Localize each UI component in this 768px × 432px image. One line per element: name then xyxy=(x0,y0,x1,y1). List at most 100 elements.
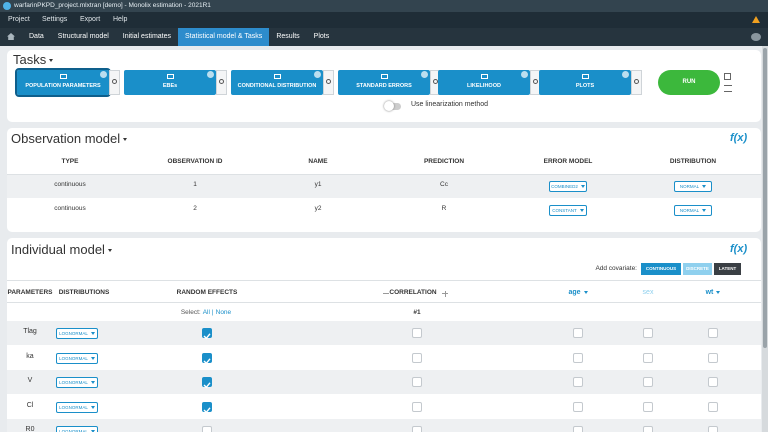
checkbox[interactable] xyxy=(708,328,718,338)
task-icon xyxy=(167,74,174,79)
checkbox[interactable] xyxy=(412,377,422,387)
run-button[interactable]: RUN xyxy=(658,70,720,95)
app-icon xyxy=(3,2,11,10)
checkbox[interactable] xyxy=(573,377,583,387)
minus-button[interactable] xyxy=(383,293,389,294)
add-covariate-label: Add covariate: xyxy=(595,265,637,272)
covariate-button[interactable]: DISCRETE xyxy=(683,263,712,275)
tab[interactable]: Statistical model & Tasks xyxy=(178,28,270,46)
section-title: Individual model xyxy=(11,242,112,257)
column-header: PREDICTION xyxy=(423,158,465,165)
distribution-dropdown[interactable]: LOGNORMAL xyxy=(56,377,98,388)
menu-item[interactable]: Project xyxy=(8,16,30,23)
plus-button-v xyxy=(444,290,446,297)
wrench-icon xyxy=(533,79,538,84)
checkbox[interactable] xyxy=(708,352,718,363)
cell: 2 xyxy=(193,205,197,212)
column-header[interactable]: sex xyxy=(642,289,654,296)
row-stripe xyxy=(7,321,761,345)
checkbox[interactable] xyxy=(412,328,422,338)
random-effect-checkbox[interactable] xyxy=(202,377,212,389)
checkbox[interactable] xyxy=(643,426,653,432)
select-label: Select: xyxy=(180,309,201,316)
distribution-dropdown[interactable]: LOGNORMAL xyxy=(56,401,98,413)
tab[interactable]: Data xyxy=(29,33,44,40)
separator: | xyxy=(211,309,214,316)
row-stripe xyxy=(7,419,761,432)
row-stripe xyxy=(7,370,761,394)
header-line xyxy=(7,302,761,303)
menu-bar xyxy=(0,12,768,28)
function-icon[interactable]: f(x) xyxy=(730,243,748,255)
checkbox[interactable] xyxy=(708,401,718,412)
tab[interactable]: Structural model xyxy=(57,33,109,40)
covariate-button[interactable]: CONTINUOUS xyxy=(641,263,681,275)
save-icon xyxy=(724,73,731,80)
cell: continuous xyxy=(54,205,86,212)
checkbox[interactable] xyxy=(573,352,583,363)
checkbox[interactable] xyxy=(708,426,718,432)
task-icon xyxy=(582,74,589,79)
checkbox[interactable] xyxy=(643,352,653,363)
cell: Cc xyxy=(440,181,448,188)
cell: R xyxy=(441,205,447,212)
column-header: PARAMETERS xyxy=(7,289,53,296)
column-header: TYPE xyxy=(61,158,79,165)
checkbox[interactable] xyxy=(573,426,583,432)
checkbox[interactable] xyxy=(643,328,653,338)
checkbox[interactable] xyxy=(573,401,583,412)
scrollbar-thumb[interactable] xyxy=(763,48,767,348)
parameter-name: ka xyxy=(26,352,34,360)
select-none[interactable]: None xyxy=(215,309,232,316)
checkbox[interactable] xyxy=(573,328,583,338)
list-icon xyxy=(724,85,732,92)
random-effect-checkbox[interactable] xyxy=(202,328,212,340)
check-mark xyxy=(203,357,211,364)
task-icon xyxy=(60,74,67,79)
task-label: POPULATION PARAMETERS xyxy=(25,83,101,89)
parameter-name: Tlag xyxy=(23,328,37,335)
dropdown[interactable]: NORMAL xyxy=(674,205,712,216)
dropdown[interactable]: NORMAL xyxy=(674,181,712,192)
menu-item[interactable]: Help xyxy=(113,16,128,23)
checkbox[interactable] xyxy=(643,377,653,387)
tabs: Data Structural model Initial estimates Sta… xyxy=(22,28,336,46)
parameter-name: Cl xyxy=(26,401,34,409)
checkbox[interactable] xyxy=(643,401,653,412)
menu-item[interactable]: Export xyxy=(80,16,101,23)
column-header: OBSERVATION ID xyxy=(167,158,223,165)
tab[interactable]: Results xyxy=(276,33,300,40)
distribution-dropdown[interactable]: LOGNORMAL xyxy=(56,426,98,432)
header-line xyxy=(7,280,761,281)
function-icon[interactable]: f(x) xyxy=(730,132,748,144)
menu-item[interactable]: Settings xyxy=(42,16,68,23)
task-label: CONDITIONAL DISTRIBUTION xyxy=(237,83,317,89)
warning-icon xyxy=(752,16,760,23)
tab[interactable]: Initial estimates xyxy=(122,33,172,40)
checkbox[interactable] xyxy=(412,426,422,432)
select-all[interactable]: All xyxy=(202,309,210,316)
distribution-dropdown[interactable]: LOGNORMAL xyxy=(56,328,98,339)
cell: 1 xyxy=(193,181,197,188)
tab[interactable]: Plots xyxy=(313,33,330,40)
wrench-icon xyxy=(433,79,438,84)
column-header[interactable]: age xyxy=(538,289,618,296)
checkbox[interactable] xyxy=(708,377,718,387)
column-header: DISTRIBUTION xyxy=(669,158,717,165)
checkbox[interactable] xyxy=(412,401,422,412)
task-label: EBEs xyxy=(162,83,178,89)
dropdown[interactable]: CONSTANT xyxy=(549,205,587,216)
covariate-button[interactable]: LATENT xyxy=(714,263,741,275)
dropdown[interactable]: COMBINED2 xyxy=(549,181,587,192)
distribution-dropdown[interactable]: LOGNORMAL xyxy=(56,352,98,364)
random-effect-checkbox[interactable] xyxy=(202,426,212,432)
wrench-icon xyxy=(219,79,224,84)
random-effect-checkbox[interactable] xyxy=(202,352,212,364)
check-mark xyxy=(203,406,211,413)
cell: continuous xyxy=(54,181,86,188)
column-header[interactable]: wt xyxy=(673,289,753,296)
random-effect-checkbox[interactable] xyxy=(202,401,212,413)
checkbox[interactable] xyxy=(412,352,422,363)
home-icon xyxy=(7,33,15,40)
